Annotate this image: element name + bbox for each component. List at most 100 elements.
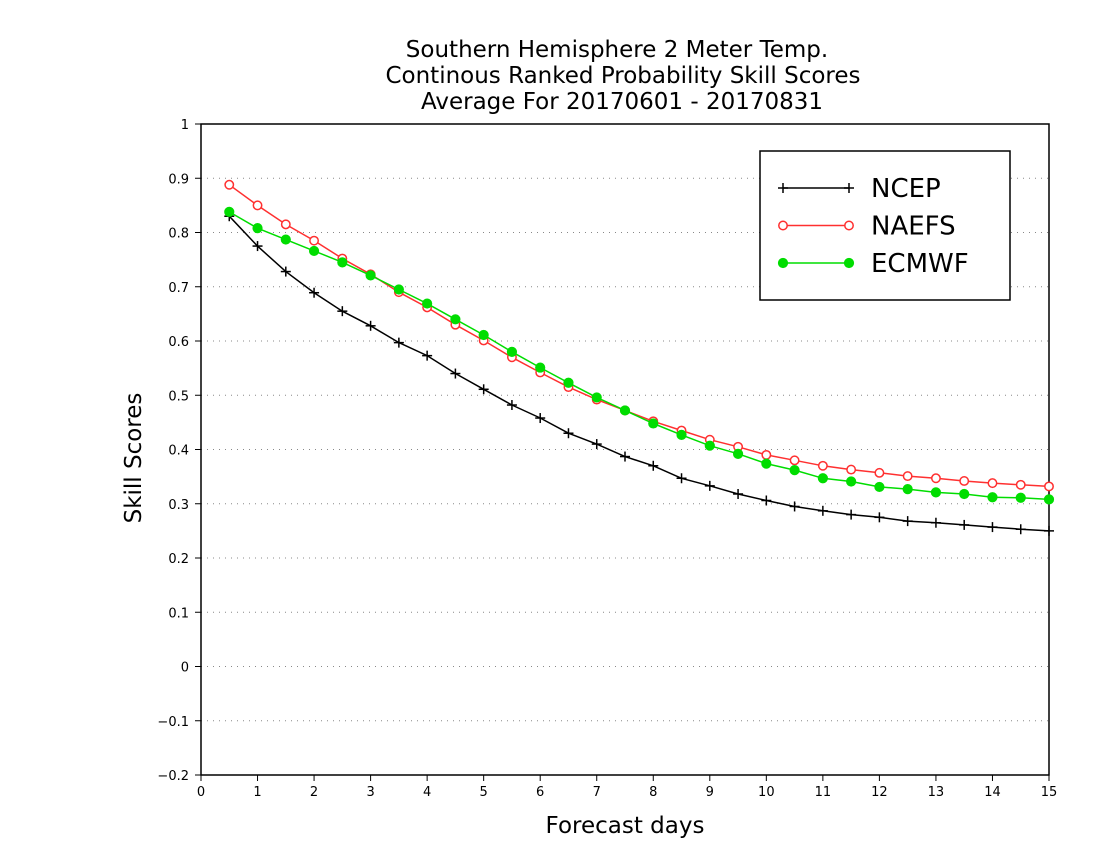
data-point	[817, 460, 828, 471]
data-point	[422, 350, 433, 361]
y-axis-label: Skill Scores	[121, 393, 147, 524]
data-point	[761, 458, 772, 469]
data-point	[393, 284, 404, 295]
y-tick-label: 0.9	[168, 172, 189, 187]
y-tick-label: 0.8	[168, 227, 189, 242]
data-point	[930, 517, 941, 528]
data-point	[648, 418, 659, 429]
data-point	[1044, 525, 1054, 536]
y-tick-label: 0	[181, 661, 189, 676]
data-point	[1043, 494, 1055, 505]
x-tick-label: 2	[310, 785, 318, 800]
data-point	[591, 439, 602, 450]
x-tick-label: 11	[815, 785, 832, 800]
x-tick-label: 4	[423, 785, 431, 800]
x-tick-label: 12	[871, 785, 888, 800]
data-point	[874, 481, 885, 493]
x-axis-label: Forecast days	[546, 813, 705, 839]
plot-frame	[200, 123, 1050, 776]
data-point	[619, 405, 631, 416]
x-tick-label: 7	[593, 785, 601, 800]
legend-marker	[844, 220, 854, 231]
x-tick-label: 1	[253, 785, 261, 800]
x-axis-ticks: 0 1 2 3 4 5 6 7 8 9 10 11 12 13 14 15	[197, 775, 1057, 800]
data-point	[337, 306, 348, 317]
data-point	[959, 488, 970, 500]
x-tick-label: 6	[536, 785, 544, 800]
data-point	[478, 384, 489, 395]
legend-label: ECMWF	[871, 249, 969, 279]
legend-label: NAEFS	[871, 212, 956, 242]
data-point	[817, 505, 828, 516]
data-point	[478, 329, 489, 341]
series	[224, 179, 1055, 536]
data-point	[252, 200, 263, 211]
data-point	[620, 451, 630, 462]
data-point	[224, 179, 235, 190]
y-tick-label: −0.1	[157, 715, 189, 730]
data-point	[732, 448, 744, 459]
legend-item-ecmwf: ECMWF	[777, 249, 969, 279]
y-tick-label: 0.2	[168, 552, 189, 567]
data-point	[365, 270, 376, 281]
data-point	[535, 362, 546, 373]
x-tick-label: 3	[366, 785, 374, 800]
data-point	[987, 478, 998, 489]
data-point	[1015, 524, 1026, 535]
chart-title: Southern Hemisphere 2 Meter Temp. Contin…	[385, 37, 860, 115]
data-point	[789, 465, 800, 476]
data-point	[959, 476, 970, 486]
data-point	[846, 476, 857, 487]
data-point	[450, 314, 461, 325]
data-point	[874, 512, 885, 523]
data-point	[733, 488, 744, 499]
data-point	[280, 266, 291, 277]
data-point	[450, 368, 461, 379]
data-point	[280, 219, 291, 230]
data-point	[761, 449, 772, 460]
series-ecmwf	[224, 206, 1055, 505]
data-point	[337, 257, 348, 268]
x-tick-label: 10	[758, 785, 775, 800]
data-point	[535, 413, 546, 424]
data-point	[846, 509, 857, 520]
y-tick-label: 0.7	[168, 281, 189, 296]
y-tick-label: 0.1	[168, 606, 189, 621]
chart-title-line-1: Southern Hemisphere 2 Meter Temp.	[406, 37, 828, 63]
x-tick-label: 9	[706, 785, 714, 800]
data-point	[846, 464, 857, 475]
y-tick-label: 0.4	[168, 444, 189, 459]
data-point	[308, 245, 320, 257]
y-tick-label: 0.5	[168, 389, 189, 404]
data-point	[309, 235, 320, 246]
x-tick-label: 13	[928, 785, 945, 800]
data-point	[902, 471, 913, 482]
data-point	[789, 501, 800, 512]
data-point	[563, 428, 574, 439]
data-point	[506, 346, 518, 357]
data-point	[224, 206, 235, 217]
data-point	[393, 337, 404, 348]
y-tick-label: −0.2	[157, 769, 189, 784]
data-point	[761, 495, 772, 506]
y-tick-label: 0.3	[168, 498, 189, 513]
x-tick-label: 15	[1041, 785, 1058, 800]
chart-title-line-2: Continous Ranked Probability Skill Score…	[385, 63, 860, 89]
x-tick-label: 14	[984, 785, 1001, 800]
data-point	[930, 473, 941, 484]
data-point	[422, 298, 433, 309]
legend-marker	[778, 220, 788, 231]
data-point	[1044, 481, 1054, 492]
legend-marker	[844, 183, 854, 193]
data-point	[704, 480, 715, 491]
y-axis-ticks: −0.2 −0.1 0 0.1 0.2 0.3 0.4 0.5 0.6 0.7 0.8 0.9 1	[157, 118, 201, 784]
data-point	[563, 377, 574, 388]
data-point	[1015, 479, 1026, 490]
data-point	[959, 519, 970, 530]
data-point	[506, 400, 517, 411]
data-point	[309, 287, 320, 298]
data-point	[902, 484, 913, 495]
data-point	[817, 473, 828, 484]
chart-title-line-3: Average For 20170601 - 20170831	[421, 89, 823, 115]
